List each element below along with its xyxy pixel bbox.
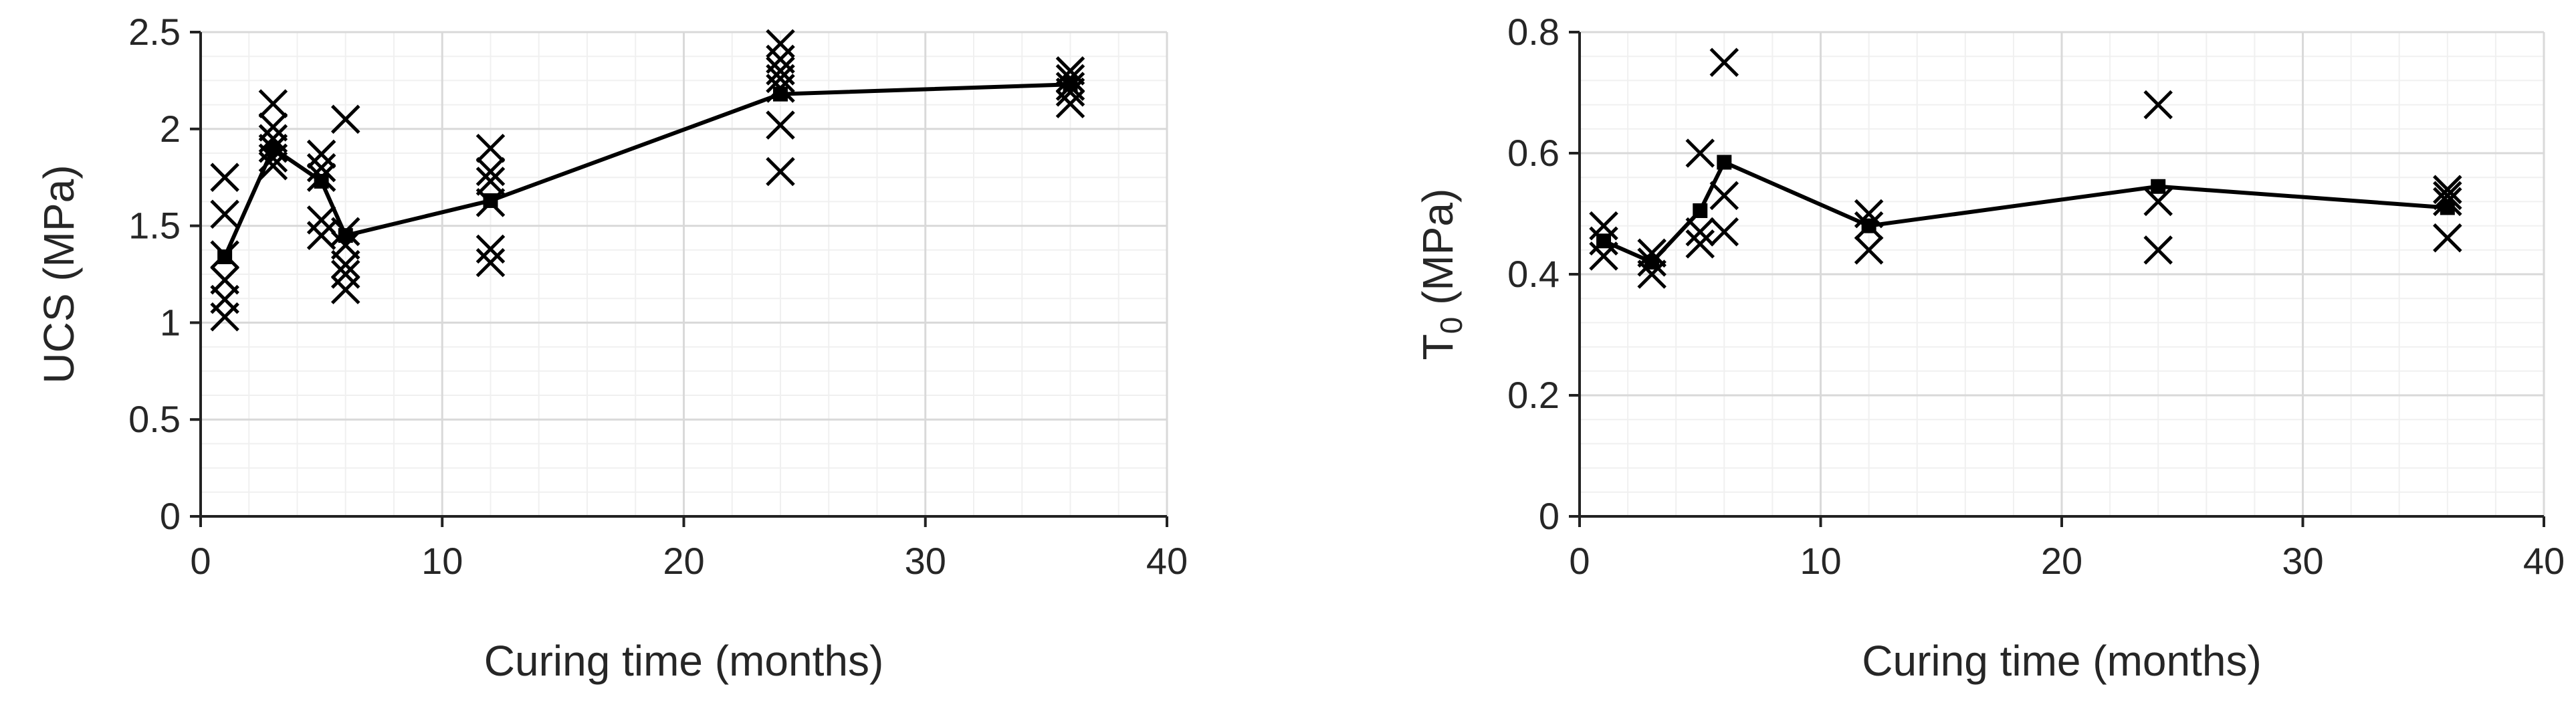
x-marker-point (1709, 217, 1739, 247)
y-axis-title: T0 (MPa) (1414, 189, 1469, 361)
x-marker-point (306, 205, 336, 235)
x-marker-point (1589, 211, 1618, 241)
x-marker-point (1685, 138, 1715, 168)
y-axis-title-subscript: 0 (1434, 317, 1469, 334)
x-marker-point (258, 112, 288, 142)
average-square-marker (1861, 218, 1876, 233)
average-square-marker (773, 86, 788, 102)
x-marker-point (306, 139, 336, 169)
x-marker-point (258, 89, 288, 118)
x-axis-title: Curing time (months) (484, 637, 884, 685)
y-axis-title-tail: (MPa) (1414, 189, 1462, 317)
x-marker-point (1709, 47, 1739, 78)
x-marker-point (2433, 223, 2462, 253)
y-tick-label: 0.4 (1507, 253, 1560, 295)
average-square-marker (1063, 77, 1078, 92)
y-axis-title-main: T (1414, 334, 1462, 360)
x-marker-point (2143, 187, 2173, 217)
x-marker-point (766, 64, 795, 94)
x-marker-point (1637, 260, 1667, 289)
x-marker-point (1709, 181, 1739, 211)
y-axis-title: UCS (MPa) (35, 165, 83, 383)
x-marker-point (1589, 241, 1618, 271)
y-tick-label: 0.5 (128, 398, 181, 440)
x-marker-point (306, 221, 336, 250)
x-tick-label: 40 (2523, 540, 2565, 582)
y-tick-label: 2.5 (128, 11, 181, 53)
average-square-marker (1717, 155, 1732, 170)
x-marker-point (210, 302, 239, 332)
x-marker-point (2143, 90, 2173, 120)
x-tick-label: 20 (2041, 540, 2082, 582)
x-tick-label: 30 (2282, 540, 2323, 582)
x-marker-point (2143, 235, 2173, 265)
x-tick-label: 30 (905, 540, 946, 582)
x-marker-point (210, 199, 239, 229)
y-axis-title-main: UCS (MPa) (35, 165, 83, 383)
average-square-marker (2151, 179, 2166, 194)
x-tick-label: 10 (421, 540, 463, 582)
average-square-marker (1596, 233, 1612, 249)
average-markers (1596, 155, 2455, 270)
average-square-marker (314, 173, 329, 189)
x-tick-label: 10 (1800, 540, 1841, 582)
average-square-marker (2440, 200, 2455, 215)
average-square-marker (1644, 254, 1660, 270)
y-tick-label: 0.2 (1507, 374, 1560, 416)
x-axis-title: Curing time (months) (1862, 637, 2262, 685)
ucs-chart: 0 0.5 1 1.5 2 2.5 0 10 20 30 40 Curing time (months… (35, 11, 1188, 685)
x-marker-point (475, 157, 506, 187)
x-marker-point (475, 234, 506, 264)
x-tick-label: 0 (190, 540, 211, 582)
x-marker-point (475, 167, 506, 196)
t0-chart: 0 0.2 0.4 0.6 0.8 0 10 20 30 40 Curing time (month… (1288, 0, 2576, 709)
x-marker-point (475, 133, 506, 163)
average-square-marker (338, 228, 353, 243)
x-marker-point (766, 110, 795, 140)
x-marker-point (258, 151, 288, 181)
x-marker-point (330, 275, 360, 304)
x-tick-label: 20 (663, 540, 704, 582)
major-gridlines (1580, 31, 2545, 516)
major-gridlines (201, 31, 1168, 516)
y-tick-label: 0 (1539, 495, 1560, 537)
x-marker-point (2433, 175, 2462, 205)
x-marker-point (2433, 181, 2462, 211)
x-marker-point (210, 163, 239, 192)
x-marker-point (330, 249, 360, 280)
y-tick-label: 0.8 (1507, 11, 1560, 53)
x-marker-point (475, 247, 506, 278)
y-tick-label: 1 (160, 301, 181, 343)
y-tick-label: 1.5 (128, 205, 181, 247)
y-tick-label: 0 (160, 495, 181, 537)
y-tick-label: 0.6 (1507, 132, 1560, 174)
average-markers (217, 77, 1078, 264)
x-tick-label: 40 (1146, 540, 1188, 582)
y-tick-label: 2 (160, 108, 181, 150)
ucs-chart-svg: 0 0.5 1 1.5 2 2.5 0 10 20 30 40 Curing time (months… (35, 11, 1188, 685)
x-marker-point (766, 157, 795, 187)
average-square-marker (217, 249, 233, 264)
x-marker-point (1637, 238, 1667, 268)
t0-chart-svg: 0 0.2 0.4 0.6 0.8 0 10 20 30 40 Curing time (month… (1414, 11, 2565, 685)
average-square-marker (1693, 203, 1708, 218)
x-marker-point (1854, 235, 1884, 265)
average-square-marker (265, 140, 281, 156)
x-marker-point (330, 104, 360, 134)
x-tick-label: 0 (1569, 540, 1590, 582)
x-marker-point (1055, 89, 1085, 118)
average-square-marker (483, 193, 498, 208)
scatter-points-individual (210, 29, 1085, 332)
x-marker-point (1685, 229, 1715, 259)
